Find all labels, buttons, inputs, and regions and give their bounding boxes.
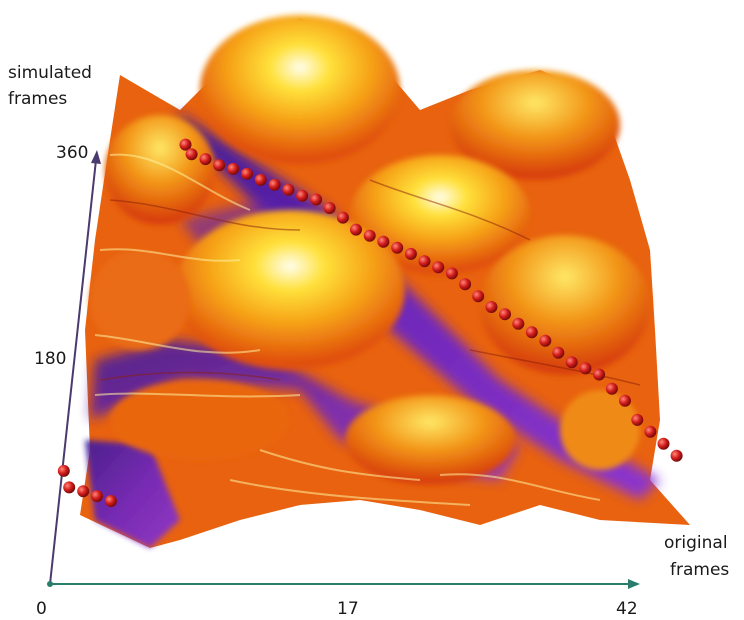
path-point <box>631 413 644 426</box>
peak-center <box>175 210 405 370</box>
path-point <box>499 308 511 321</box>
path-point <box>619 394 631 407</box>
dark-lines <box>99 179 641 386</box>
path-point <box>77 485 90 498</box>
surface <box>80 15 690 548</box>
y-axis-title-line1: simulated <box>8 63 92 83</box>
path-point <box>565 356 578 369</box>
path-point <box>296 189 309 202</box>
path-point <box>310 193 323 206</box>
x-axis-title-line1: original <box>664 533 728 553</box>
path-point <box>445 267 458 280</box>
path-point <box>268 178 281 191</box>
path-point <box>539 334 552 347</box>
path-point <box>377 235 390 248</box>
path-point <box>472 290 485 303</box>
x-tick-label: 17 <box>337 599 359 619</box>
path-point <box>404 247 417 260</box>
path-point <box>525 326 538 339</box>
path-point <box>593 368 606 381</box>
path-point <box>432 261 445 274</box>
peak-top-right <box>450 70 620 180</box>
peak-bottom-right <box>560 390 640 470</box>
path-point <box>605 382 618 395</box>
path-point <box>227 162 240 175</box>
y-tick-label: 180 <box>34 349 66 369</box>
path-point <box>670 449 683 462</box>
path-point <box>418 255 431 268</box>
peak-left-upper <box>105 115 215 225</box>
path-point <box>485 301 498 313</box>
path-point <box>323 202 336 214</box>
peak-top-center <box>200 15 400 165</box>
path-point <box>213 159 226 172</box>
path-point <box>179 138 192 151</box>
path-point <box>63 481 76 494</box>
path-point <box>350 223 362 236</box>
path-point <box>657 437 670 450</box>
path-point <box>282 183 295 196</box>
path-point <box>199 153 212 166</box>
ridge-lines <box>94 153 601 506</box>
path-point <box>185 148 198 161</box>
optimal-path <box>57 138 683 507</box>
path-point <box>459 278 472 291</box>
peak-bottom-center <box>345 395 515 485</box>
path-point <box>579 362 592 375</box>
y-axis-arrow <box>91 150 101 164</box>
path-point <box>104 495 117 507</box>
path-point <box>391 241 404 254</box>
peak-left-mid <box>90 250 190 350</box>
valley-diagonal <box>175 110 660 500</box>
path-point <box>644 425 657 438</box>
path-point <box>254 173 267 186</box>
y-tick-label: 360 <box>56 143 88 163</box>
path-point <box>512 317 525 330</box>
path-point <box>57 464 70 477</box>
axis-origin-dot <box>47 581 53 587</box>
x-axis-title-line2: frames <box>670 560 729 580</box>
valley-left <box>85 440 180 548</box>
path-point <box>363 229 376 242</box>
peak-right <box>480 235 650 375</box>
path-point <box>241 167 253 180</box>
x-tick-label: 0 <box>36 599 47 619</box>
y-axis-title-line2: frames <box>8 89 67 109</box>
y-axis-line <box>49 159 97 585</box>
path-point <box>91 490 103 503</box>
x-axis-arrow <box>628 579 640 589</box>
peak-bottom-left <box>110 380 290 460</box>
x-tick-label: 42 <box>616 599 638 619</box>
path-point <box>552 346 565 359</box>
path-point <box>336 211 349 224</box>
